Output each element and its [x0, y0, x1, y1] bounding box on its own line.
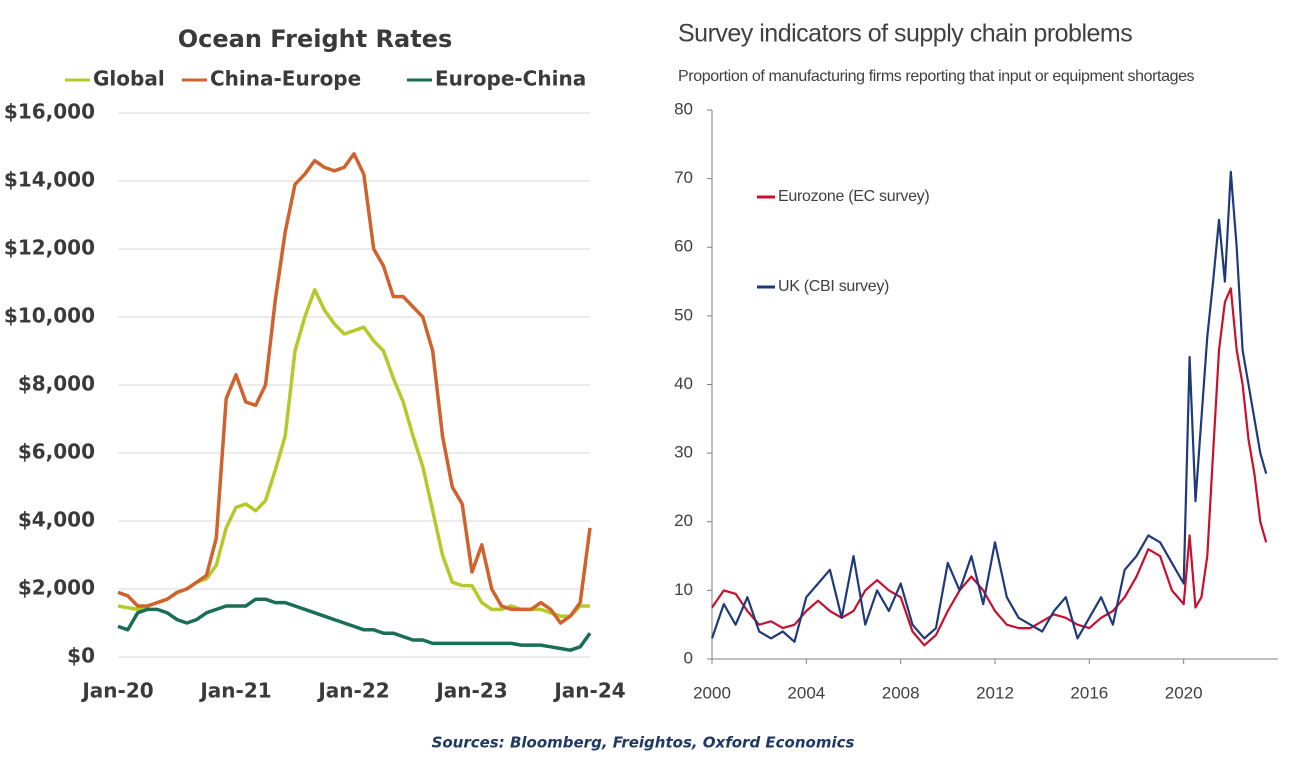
legend-label: Europe-China	[435, 67, 586, 91]
series-line	[710, 170, 1268, 643]
source-note: Sources: Bloomberg, Freightos, Oxford Ec…	[432, 734, 855, 752]
series-line	[711, 287, 1268, 647]
x-tick-label: 2008	[882, 683, 920, 702]
legend-label: Eurozone (EC survey)	[778, 188, 929, 205]
y-tick-label: 0	[684, 648, 693, 667]
legend-label: China-Europe	[210, 67, 361, 91]
x-tick-label: Jan-20	[80, 679, 153, 703]
x-tick-label: Jan-23	[434, 679, 507, 703]
series-line	[117, 597, 592, 652]
legend-label: Global	[93, 67, 165, 91]
y-tick-label: 60	[674, 237, 693, 256]
chart-subtitle: Proportion of manufacturing firms report…	[678, 68, 1195, 85]
x-tick-label: Jan-21	[198, 679, 271, 703]
y-tick-label: 50	[674, 305, 693, 324]
y-tick-label: $6,000	[18, 440, 95, 464]
x-tick-label: 2020	[1165, 683, 1203, 702]
y-tick-label: 80	[674, 99, 693, 118]
y-tick-label: $8,000	[18, 372, 95, 396]
y-tick-label: $14,000	[4, 168, 95, 192]
x-tick-label: 2016	[1070, 683, 1108, 702]
chart-title: Survey indicators of supply chain proble…	[678, 20, 1132, 48]
y-tick-label: $12,000	[4, 236, 95, 260]
y-tick-label: $16,000	[4, 100, 95, 124]
chart-panel: Ocean Freight Rates $0 $2,000 $4,000 $6,000 $…	[4, 25, 626, 703]
y-tick-label: 70	[674, 168, 693, 187]
chart-panel: Survey indicators of supply chain proble…	[674, 20, 1278, 702]
y-tick-label: 40	[674, 374, 693, 393]
x-tick-label: Jan-22	[316, 679, 389, 703]
chart-title: Ocean Freight Rates	[178, 25, 453, 53]
y-tick-label: 20	[674, 511, 693, 530]
y-tick-label: $4,000	[18, 508, 95, 532]
y-tick-label: $2,000	[18, 576, 95, 600]
x-tick-label: 2004	[787, 683, 825, 702]
x-tick-label: Jan-24	[552, 679, 625, 703]
y-tick-label: $10,000	[4, 304, 95, 328]
legend-label: UK (CBI survey)	[778, 278, 889, 295]
y-tick-label: 10	[674, 580, 693, 599]
x-tick-label: 2000	[693, 683, 731, 702]
x-tick-label: 2012	[976, 683, 1014, 702]
series-line	[117, 152, 592, 625]
y-tick-label: 30	[674, 443, 693, 462]
y-tick-label: $0	[67, 644, 95, 668]
